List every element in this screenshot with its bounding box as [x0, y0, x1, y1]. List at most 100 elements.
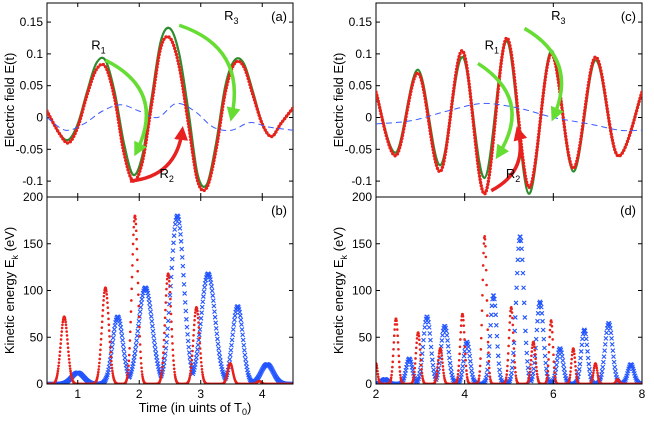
red-dot [516, 117, 521, 121]
red-dot [224, 86, 228, 90]
red-dot [574, 162, 578, 166]
red-dot [568, 378, 571, 381]
red-dot [192, 328, 196, 332]
y-tick-label: 0.1 [355, 47, 372, 61]
series-line-blue-dashed [47, 102, 293, 131]
red-dot [222, 98, 226, 103]
red-dot [188, 374, 192, 377]
red-dot [190, 147, 194, 151]
red-dot [225, 83, 229, 87]
red-dot [569, 163, 573, 167]
red-dot [376, 372, 380, 376]
red-dot [470, 107, 474, 112]
red-dot [632, 118, 636, 122]
red-dot [477, 174, 482, 178]
red-dot [114, 105, 118, 109]
red-dot [398, 143, 403, 147]
red-dot [414, 346, 418, 350]
red-dot [249, 86, 253, 90]
panel-b: 0 50 100 150 200 1 2 3 4 (b) Kinetic energy Ek (eV… [2, 190, 294, 401]
red-dot [635, 105, 640, 110]
blue-cross [523, 328, 528, 334]
red-dot [486, 328, 490, 331]
red-dot [189, 372, 192, 375]
series-red-dots [47, 35, 293, 193]
blue-cross [118, 328, 124, 334]
red-dot [542, 87, 546, 92]
red-dot [161, 361, 164, 365]
red-dot [489, 157, 493, 161]
red-dot [456, 375, 460, 379]
red-dot [111, 371, 115, 375]
red-dot [575, 159, 579, 163]
red-dot [426, 113, 430, 117]
red-dot [564, 134, 568, 139]
red-dot [547, 343, 551, 346]
red-dot [100, 332, 103, 335]
red-dot [117, 120, 121, 125]
blue-cross [538, 300, 544, 306]
arrow [490, 126, 528, 193]
red-dot [47, 112, 51, 116]
y-axis-title: Kinetic energy Ek (eV) [331, 227, 349, 354]
red-dot [578, 140, 583, 144]
red-dot [178, 68, 182, 72]
red-dot [57, 364, 60, 368]
x-tick-label: 8 [639, 387, 646, 401]
red-dot [545, 65, 549, 70]
blue-cross [493, 322, 499, 328]
red-dot [475, 152, 479, 156]
red-dot [134, 222, 138, 226]
red-dot [105, 290, 108, 293]
red-dot [524, 177, 528, 181]
red-dot [568, 376, 572, 379]
red-dot [402, 127, 406, 131]
y-tick-label: 0.05 [20, 79, 44, 93]
red-dot [393, 328, 396, 331]
blue-cross [185, 331, 190, 337]
red-dot [511, 331, 515, 334]
red-dot [136, 258, 139, 262]
red-dot [127, 359, 131, 363]
red-dot [182, 96, 187, 101]
red-dot [175, 55, 179, 60]
red-dot [101, 314, 104, 318]
red-dot [528, 370, 532, 374]
panel-label: (d) [620, 203, 636, 218]
x-tick-label: 4 [461, 387, 468, 401]
red-dot [442, 374, 446, 377]
blue-cross [495, 353, 501, 359]
red-dot [153, 81, 157, 85]
red-dot [530, 346, 534, 350]
red-dot [103, 65, 108, 69]
red-dot [231, 64, 235, 69]
red-dot [63, 139, 67, 144]
blue-cross [154, 354, 159, 360]
panel-label: (c) [621, 9, 636, 24]
blue-cross [117, 321, 123, 327]
red-dot [484, 189, 489, 193]
red-dot [510, 311, 514, 314]
red-dot [186, 122, 191, 126]
red-dot [160, 372, 163, 375]
red-dot [421, 374, 424, 378]
blue-cross [165, 326, 171, 331]
red-dot [509, 50, 513, 54]
red-dot [420, 81, 424, 86]
blue-cross [535, 310, 541, 316]
red-dot [183, 100, 187, 104]
red-dot [60, 326, 64, 330]
red-dot [159, 43, 164, 47]
red-dot [527, 376, 531, 379]
red-dot [381, 121, 385, 125]
red-dot [440, 351, 443, 354]
y-tick-label: 0.1 [26, 47, 43, 61]
red-dot [485, 283, 488, 287]
red-dot [100, 326, 104, 329]
red-dot [169, 312, 173, 316]
red-dot [137, 172, 141, 176]
red-dot [391, 360, 395, 364]
red-dot [404, 111, 409, 116]
blue-cross [426, 325, 432, 330]
red-dot [172, 43, 176, 48]
